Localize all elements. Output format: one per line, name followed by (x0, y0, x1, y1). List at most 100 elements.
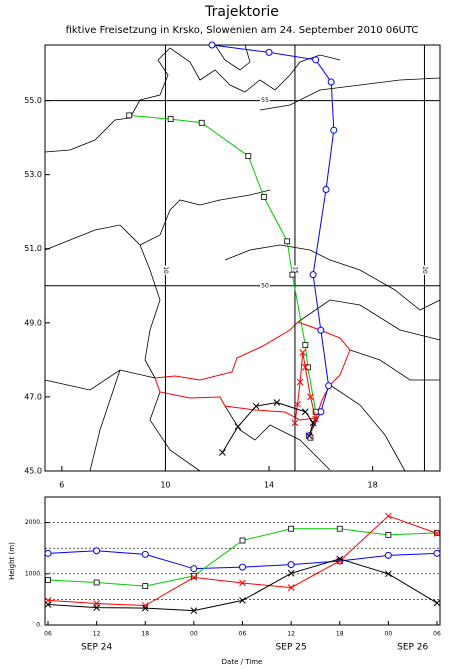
marker (433, 529, 441, 537)
marker (190, 607, 198, 615)
marker (190, 565, 198, 573)
marker (294, 400, 301, 408)
x-tick-label: 00 (385, 631, 393, 638)
marker (312, 408, 319, 415)
x-tick-label: 06 (44, 631, 52, 638)
marker (219, 449, 226, 456)
height-frame (44, 496, 441, 626)
marker (141, 550, 149, 558)
marker (239, 579, 246, 587)
date-label: SEP 24 (81, 643, 112, 653)
marker (336, 525, 343, 532)
y-tick-label: 53.0 (24, 170, 42, 179)
y-tick-label: 47.0 (24, 392, 42, 401)
grid-label: 15 (291, 266, 298, 274)
title: Trajektorie (204, 4, 279, 20)
marker (305, 432, 313, 440)
marker (44, 549, 52, 557)
grid-label: 10 (162, 266, 169, 274)
marker (44, 601, 52, 608)
date-label: SEP 26 (397, 643, 428, 653)
marker (239, 537, 246, 544)
marker (385, 512, 392, 520)
marker (234, 423, 242, 430)
marker (288, 525, 295, 532)
marker (296, 378, 304, 386)
marker (167, 116, 174, 122)
marker (385, 570, 392, 578)
y-tick-label: 2000. (25, 519, 42, 526)
trajectory (212, 44, 335, 437)
marker (93, 579, 100, 586)
marker (265, 48, 273, 56)
marker (312, 415, 320, 423)
marker (287, 561, 295, 569)
marker (385, 531, 392, 538)
grid-label: 55 (261, 97, 269, 104)
marker (287, 569, 295, 577)
marker (93, 604, 100, 611)
marker (312, 56, 320, 64)
y-tick-label: 49.0 (24, 318, 42, 327)
y-tick-label: 45.0 (24, 467, 42, 476)
x-tick-label: 06 (239, 631, 247, 638)
marker (126, 112, 133, 119)
trajectory (129, 114, 317, 438)
trajectory (294, 352, 317, 436)
marker (327, 78, 335, 86)
x-tick-label: 12 (93, 631, 101, 638)
x-tick-label: 18 (368, 481, 378, 490)
marker (317, 408, 325, 416)
marker (208, 41, 216, 49)
x-tick-label: 00 (190, 631, 198, 638)
marker (309, 419, 317, 427)
y-tick-label: 1000. (25, 570, 42, 577)
marker (291, 419, 299, 427)
x-tick-label: 18 (141, 631, 149, 638)
border (44, 189, 441, 472)
marker (239, 597, 246, 604)
marker (433, 599, 441, 607)
subtitle: fiktive Freisetzung in Krsko, Slowenien … (66, 25, 419, 36)
marker (307, 393, 314, 401)
y-axis-label: Height (m) (8, 542, 16, 580)
x-tick-label: 10 (160, 481, 170, 490)
y-tick-label: 0. (36, 622, 42, 629)
x-tick-label: 18 (336, 631, 344, 638)
grid-label: 50 (261, 282, 269, 289)
austria-border (154, 321, 351, 421)
height-line (47, 515, 438, 607)
marker (309, 271, 317, 279)
marker (289, 271, 296, 278)
marker (305, 364, 311, 371)
marker (433, 549, 441, 557)
marker (141, 602, 149, 609)
marker (384, 551, 392, 559)
x-tick-label: 14 (264, 481, 274, 490)
marker (299, 349, 307, 356)
marker (330, 126, 338, 134)
marker (190, 574, 198, 581)
date-label: SEP 25 (276, 643, 307, 653)
x-tick-label: 12 (287, 631, 295, 638)
marker (287, 584, 295, 591)
marker (190, 572, 197, 579)
height-line (47, 528, 438, 587)
x-tick-label: 6 (59, 481, 64, 490)
marker (301, 408, 309, 416)
marker (142, 583, 149, 589)
marker (302, 342, 309, 348)
marker (245, 153, 252, 160)
marker (45, 577, 51, 583)
marker (93, 547, 101, 555)
marker (141, 604, 149, 612)
x-tick-label: 06 (433, 631, 441, 638)
map-frame (44, 44, 441, 472)
marker (336, 555, 344, 563)
grid-label: 20 (421, 266, 428, 274)
geography (44, 44, 441, 472)
marker (198, 119, 205, 126)
marker (239, 563, 246, 571)
